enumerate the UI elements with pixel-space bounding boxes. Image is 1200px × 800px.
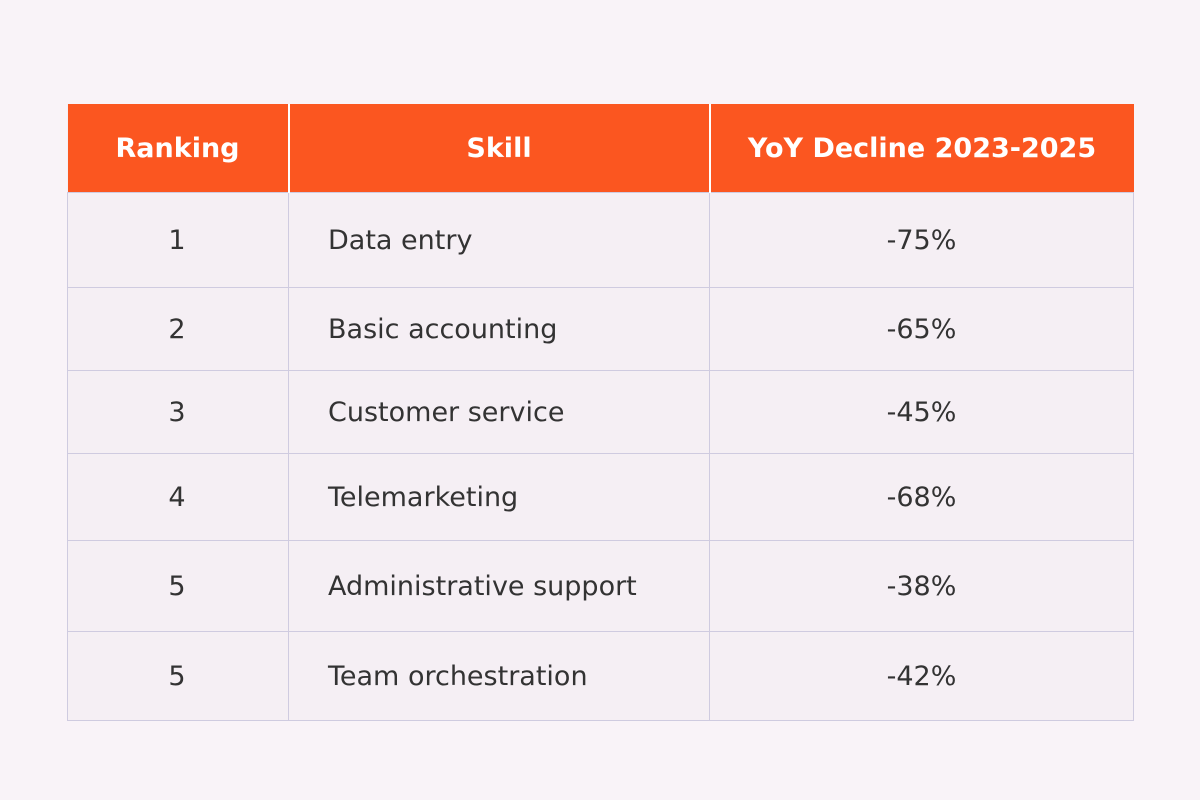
decline-cell: -38% [709, 540, 1134, 632]
skill-cell: Basic accounting [288, 287, 710, 371]
header-ranking: Ranking [67, 104, 289, 193]
table-row: 1 Data entry -75% [67, 192, 1134, 288]
table-row: 5 Team orchestration -42% [67, 631, 1134, 721]
table-row: 3 Customer service -45% [67, 370, 1134, 454]
ranking-cell: 4 [67, 453, 289, 541]
ranking-cell: 3 [67, 370, 289, 454]
skills-decline-table-container: Ranking Skill YoY Decline 2023-2025 1 Da… [67, 104, 1134, 721]
table-row: 2 Basic accounting -65% [67, 287, 1134, 371]
table-header: Ranking Skill YoY Decline 2023-2025 [67, 104, 1134, 193]
header-row: Ranking Skill YoY Decline 2023-2025 [67, 104, 1134, 193]
ranking-cell: 5 [67, 540, 289, 632]
decline-cell: -75% [709, 192, 1134, 288]
skills-decline-table: Ranking Skill YoY Decline 2023-2025 1 Da… [67, 104, 1134, 721]
table-body: 1 Data entry -75% 2 Basic accounting -65… [67, 192, 1134, 721]
header-skill: Skill [287, 104, 710, 193]
decline-cell: -65% [709, 287, 1134, 371]
table-row: 5 Administrative support -38% [67, 540, 1134, 632]
table-row: 4 Telemarketing -68% [67, 453, 1134, 541]
skill-cell: Customer service [288, 370, 710, 454]
skill-cell: Team orchestration [288, 631, 710, 721]
decline-cell: -45% [709, 370, 1134, 454]
skill-cell: Telemarketing [288, 453, 710, 541]
skill-cell: Data entry [288, 192, 710, 288]
ranking-cell: 5 [67, 631, 289, 721]
ranking-cell: 2 [67, 287, 289, 371]
skill-cell: Administrative support [288, 540, 710, 632]
ranking-cell: 1 [67, 192, 289, 288]
header-yoy-decline: YoY Decline 2023-2025 [708, 104, 1134, 193]
decline-cell: -42% [709, 631, 1134, 721]
decline-cell: -68% [709, 453, 1134, 541]
